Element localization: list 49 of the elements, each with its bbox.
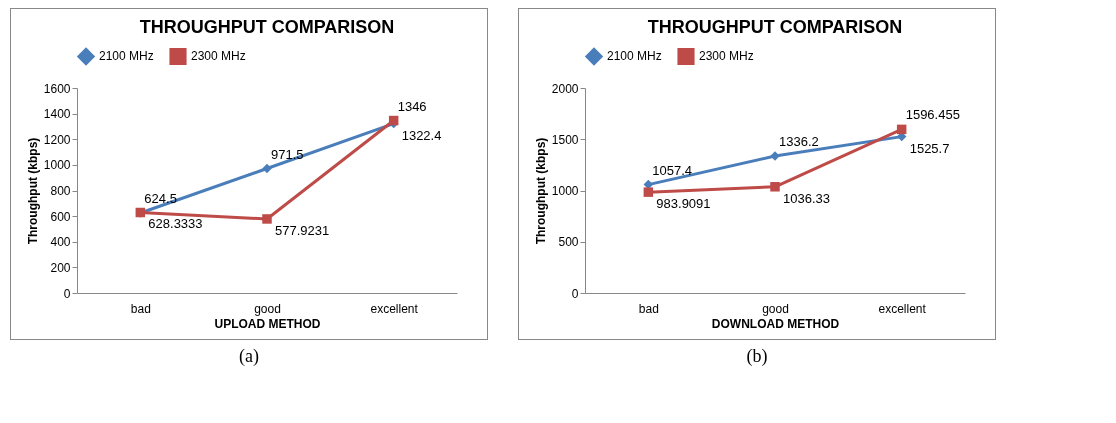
y-tick-label: 2000 bbox=[551, 81, 579, 96]
text: (b) bbox=[746, 346, 768, 367]
data-label: 628.3333 bbox=[148, 216, 203, 232]
y-tick-label: 200 bbox=[50, 260, 71, 275]
point bbox=[262, 163, 272, 174]
data-label: 983.9091 bbox=[656, 196, 711, 212]
text: (a) bbox=[239, 346, 259, 367]
y-tick-label: 800 bbox=[50, 184, 71, 198]
x-tick-label: good bbox=[762, 301, 789, 316]
y-tick-label: 600 bbox=[50, 209, 71, 224]
point bbox=[643, 187, 654, 197]
data-label: 971.5 bbox=[271, 146, 304, 162]
data-label: 1036.33 bbox=[783, 190, 830, 206]
legend-label: 2300 MHz bbox=[191, 49, 246, 64]
y-tick-label: 400 bbox=[50, 235, 71, 250]
legend-label: 2100 MHz bbox=[607, 49, 662, 64]
y-tick-label: 1000 bbox=[43, 158, 71, 173]
y-tick-label: 1400 bbox=[43, 107, 71, 122]
data-label: 1336.2 bbox=[779, 134, 819, 150]
y-axis-title: Throughput (kbps) bbox=[533, 137, 548, 245]
data-label: 624.5 bbox=[144, 190, 177, 206]
y-tick-label: 0 bbox=[571, 286, 579, 301]
x-tick-label: good bbox=[254, 301, 281, 316]
y-tick-label: 0 bbox=[63, 286, 71, 301]
point bbox=[896, 124, 907, 135]
chart-title: THROUGHPUT COMPARISON bbox=[139, 17, 395, 37]
y-tick-label: 1000 bbox=[551, 184, 579, 198]
y-tick-label: 1600 bbox=[43, 81, 71, 96]
y-tick-label: 1500 bbox=[551, 132, 579, 147]
point bbox=[770, 182, 780, 192]
data-label: 1057.4 bbox=[652, 162, 693, 178]
data-label: 1322.4 bbox=[401, 127, 442, 143]
y-tick-label: 500 bbox=[558, 235, 579, 250]
legend-label: 2300 MHz bbox=[699, 49, 754, 64]
y-axis-title: Throughput (kbps) bbox=[25, 137, 40, 245]
x-tick-label: excellent bbox=[370, 301, 419, 316]
chart-title: THROUGHPUT COMPARISON bbox=[647, 17, 903, 37]
data-label: 577.9231 bbox=[275, 222, 330, 238]
data-label: 1596.455 bbox=[905, 107, 960, 123]
legend-label: 2100 MHz bbox=[99, 49, 154, 64]
point bbox=[262, 214, 272, 224]
x-tick-label: bad bbox=[130, 301, 151, 316]
x-tick-label: bad bbox=[638, 301, 659, 316]
x-axis-title: UPLOAD METHOD bbox=[214, 316, 321, 331]
x-axis-title: DOWNLOAD METHOD bbox=[711, 316, 840, 331]
x-tick-label: excellent bbox=[878, 301, 927, 316]
data-label: 1346 bbox=[397, 98, 427, 114]
data-label: 1525.7 bbox=[909, 140, 950, 156]
y-tick-label: 1200 bbox=[43, 132, 71, 147]
